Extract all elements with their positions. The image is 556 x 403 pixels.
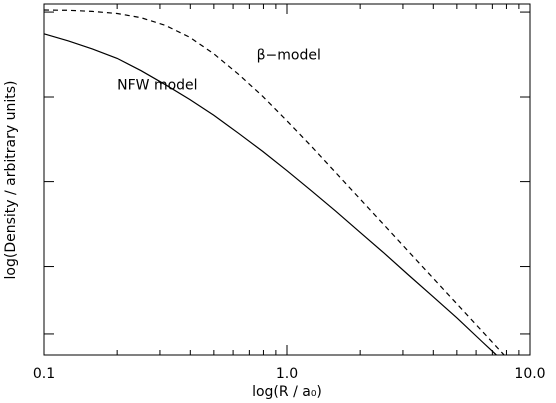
nfw-model-label: NFW model [117, 77, 197, 93]
x-tick-label: 1.0 [276, 366, 298, 382]
series-layer [43, 9, 505, 356]
beta-model-label: β−model [257, 47, 321, 63]
y-axis-label: log(Density / arbitrary units) [3, 81, 19, 280]
x-tick-label: 0.1 [33, 366, 55, 382]
tick-label-layer: 0.1 1.0 10.0 [33, 366, 546, 382]
axis-ticks [43, 4, 531, 355]
annotation-layer: NFW model β−model [117, 47, 321, 93]
x-tick-label: 10.0 [514, 366, 545, 382]
nfw-model-curve [43, 33, 497, 356]
beta-model-curve [43, 9, 505, 356]
x-axis-label: log(R / a₀) [252, 384, 322, 400]
